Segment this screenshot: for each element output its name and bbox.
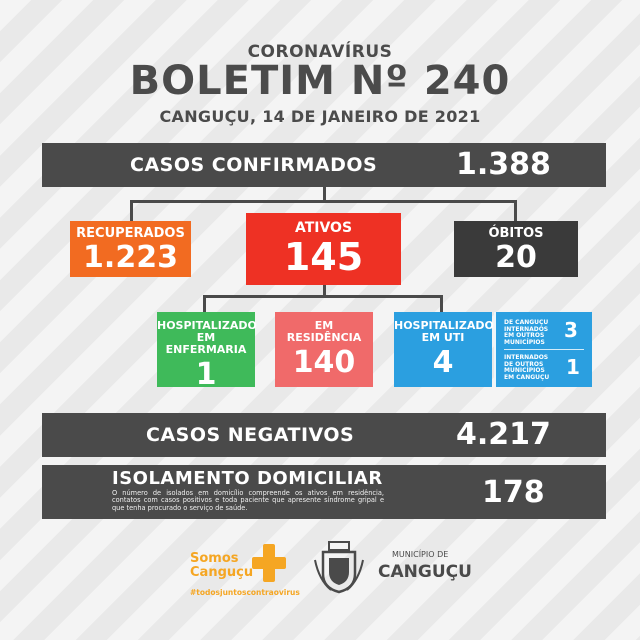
icu-label-line2: EM UTI <box>421 331 465 344</box>
header-kicker: CORONAVÍRUS <box>247 42 393 62</box>
active-box: ATIVOS 145 <box>246 213 401 285</box>
home-label-line2: RESIDÊNCIA <box>286 331 362 344</box>
active-value: 145 <box>283 235 364 279</box>
negative-cases-value: 4.217 <box>456 417 551 452</box>
campaign-line1: Somos <box>190 551 239 566</box>
icu-sub2-line3: MUNICÍPIOS <box>504 367 545 374</box>
recovered-value: 1.223 <box>83 240 178 275</box>
icu-sub1-line3: EM OUTROS <box>504 332 545 339</box>
campaign-logo: Somos Canguçu #todosjuntoscontraovirus <box>190 540 310 602</box>
ward-label-line1: HOSPITALIZADO <box>157 319 257 332</box>
home-label-line1: EM <box>314 319 334 332</box>
connector-line <box>323 187 326 201</box>
connector-line <box>130 200 133 222</box>
confirmed-cases-label: CASOS CONFIRMADOS <box>130 154 378 176</box>
home-box: EM RESIDÊNCIA 140 <box>275 312 373 387</box>
icu-label-line1: HOSPITALIZADO <box>394 319 494 332</box>
confirmed-cases-value: 1.388 <box>456 147 551 182</box>
icu-sub2-line1: INTERNADOS <box>504 354 549 361</box>
home-value: 140 <box>292 345 356 380</box>
active-label: ATIVOS <box>294 220 353 236</box>
home-isolation-value: 178 <box>482 475 545 510</box>
coat-of-arms-icon <box>313 540 365 596</box>
icu-sub-divider <box>504 349 584 350</box>
icu-sub2-text: INTERNADOS DE OUTROS MUNICÍPIOS EM CANGU… <box>504 354 564 381</box>
icu-value: 4 <box>432 345 454 380</box>
recovered-label: RECUPERADOS <box>76 226 185 241</box>
icu-sub2-line2: DE OUTROS <box>504 360 544 368</box>
bulletin-date: CANGUÇU, 14 DE JANEIRO DE 2021 <box>159 107 481 126</box>
icu-divider <box>494 312 496 387</box>
deaths-value: 20 <box>495 240 537 275</box>
icu-sub1-line1: DE CANGUÇU <box>504 319 549 326</box>
deaths-label: ÓBITOS <box>488 226 544 241</box>
deaths-box: ÓBITOS 20 <box>454 221 578 277</box>
connector-line <box>323 285 326 297</box>
connector-line <box>203 295 443 298</box>
connector-line <box>203 295 206 313</box>
connector-line <box>130 200 516 203</box>
icu-sub1-text: DE CANGUÇU INTERNADOS EM OUTROS MUNICÍPI… <box>504 319 564 346</box>
campaign-line2: Canguçu <box>190 565 254 580</box>
icu-sub1-line2: INTERNADOS <box>504 325 549 333</box>
municipality-name: CANGUÇU <box>378 562 472 582</box>
home-isolation-note: O número de isolados em domicílio compre… <box>112 489 384 512</box>
home-isolation-label: ISOLAMENTO DOMICILIAR <box>112 468 383 489</box>
municipality-logo: MUNICÍPIO DE CANGUÇU <box>378 550 472 590</box>
bulletin-title: BOLETIM Nº 240 <box>129 58 511 104</box>
negative-cases-label: CASOS NEGATIVOS <box>146 424 355 446</box>
recovered-box: RECUPERADOS 1.223 <box>70 221 191 277</box>
municipality-label-small: MUNICÍPIO DE <box>392 550 449 559</box>
icu-sub1-value: 3 <box>564 318 578 342</box>
icu-sub1-line4: MUNICÍPIOS <box>504 338 545 346</box>
connector-line <box>514 200 517 222</box>
campaign-hashtag: #todosjuntoscontraovirus <box>190 588 300 597</box>
icu-sub2-line4: EM CANGUÇU <box>504 373 550 381</box>
plus-cross-icon <box>252 544 286 582</box>
home-isolation-bar: ISOLAMENTO DOMICILIAR O número de isolad… <box>42 465 606 519</box>
icu-sub2-value: 1 <box>566 355 580 379</box>
icu-box: HOSPITALIZADO EM UTI 4 <box>394 312 494 387</box>
connector-line <box>440 295 443 313</box>
confirmed-cases-bar: CASOS CONFIRMADOS 1.388 <box>42 143 606 187</box>
negative-cases-bar: CASOS NEGATIVOS 4.217 <box>42 413 606 457</box>
ward-label-line2: EM ENFERMARIA <box>165 331 247 356</box>
ward-value: 1 <box>195 357 217 392</box>
icu-breakdown-box: DE CANGUÇU INTERNADOS EM OUTROS MUNICÍPI… <box>494 312 592 387</box>
ward-box: HOSPITALIZADO EM ENFERMARIA 1 <box>157 312 257 391</box>
